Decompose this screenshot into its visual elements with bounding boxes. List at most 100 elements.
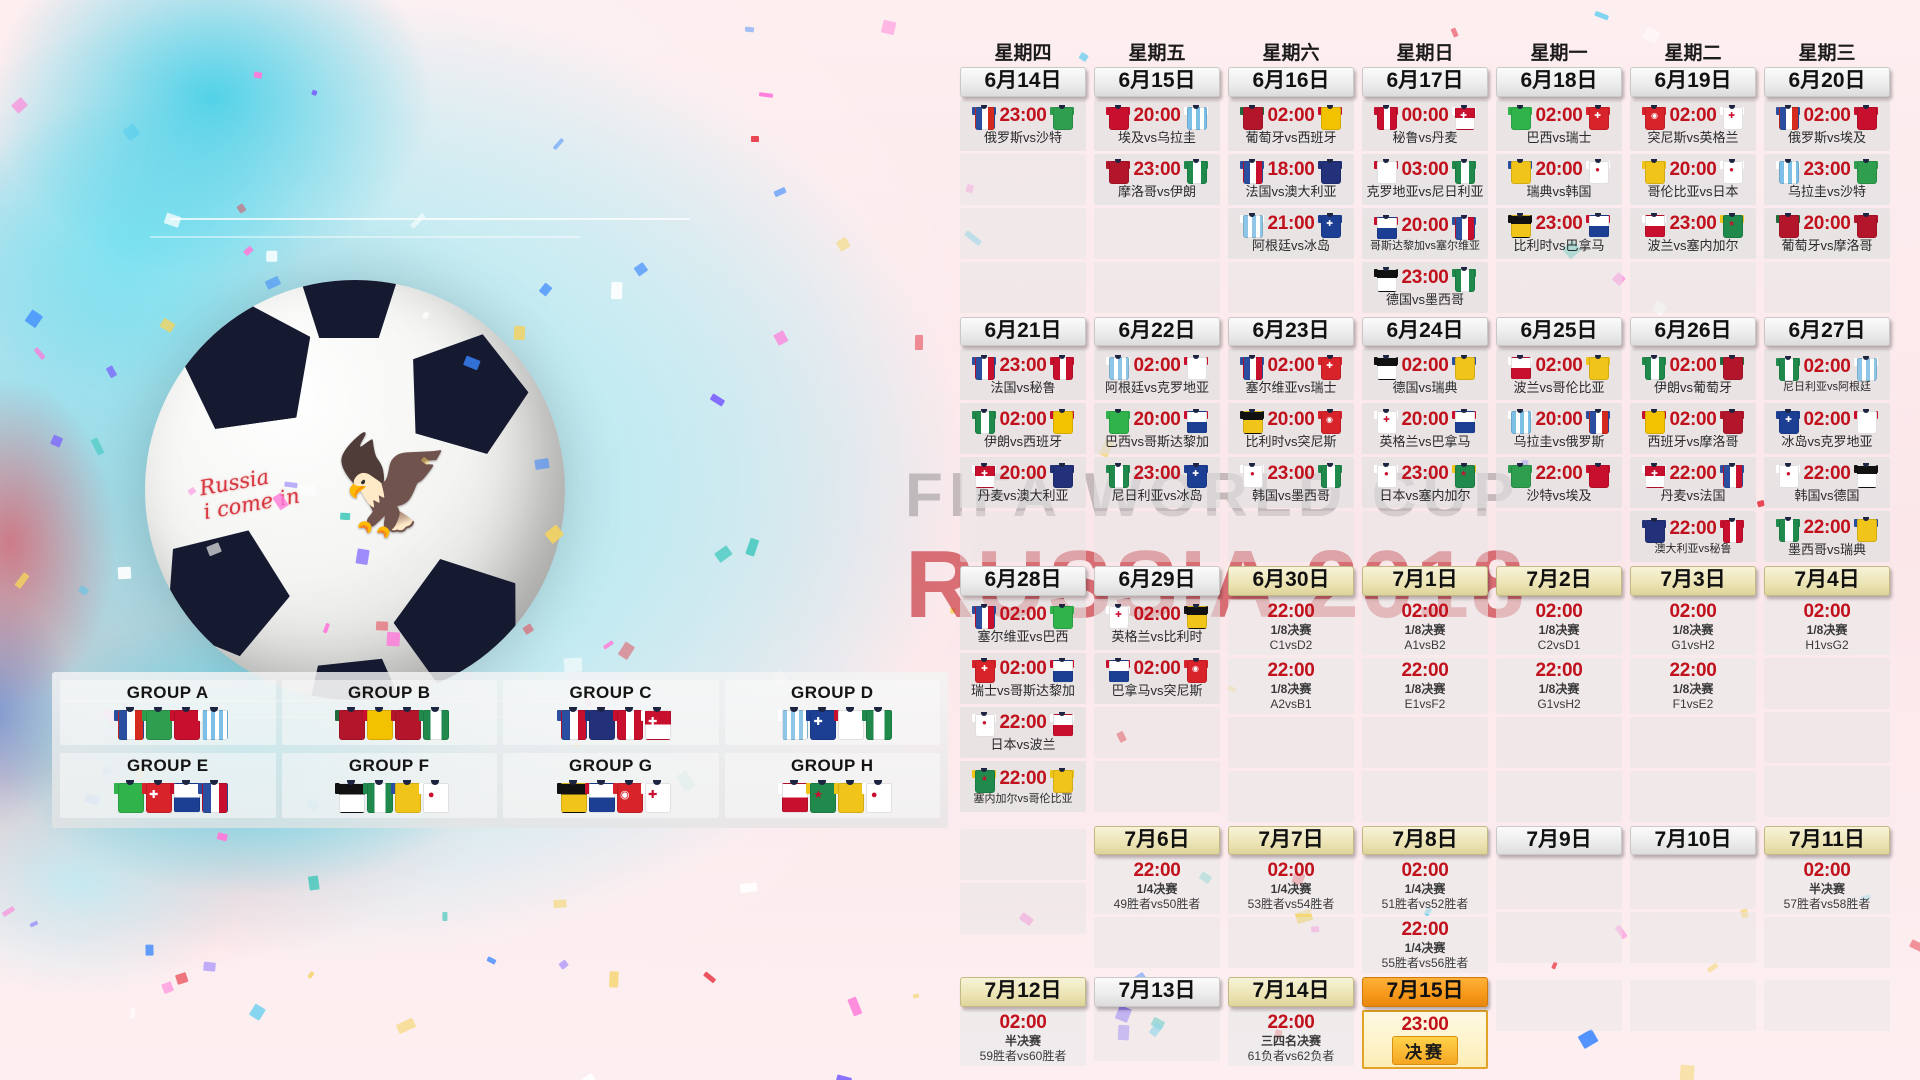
match-cell[interactable]: 21:00 ✚ 阿根廷vs冰岛 — [1228, 207, 1354, 259]
date-chip[interactable]: 7月15日 — [1362, 977, 1488, 1007]
group-box-group-c[interactable]: GROUP C ✚ — [503, 680, 719, 745]
date-chip[interactable]: 6月26日 — [1630, 316, 1756, 347]
date-chip[interactable]: 6月24日 — [1362, 316, 1488, 347]
group-box-group-d[interactable]: GROUP D ✚ — [724, 680, 940, 745]
knockout-match-cell[interactable]: 22:00 1/8决赛 C1vsD2 — [1228, 598, 1354, 655]
date-chip[interactable]: 7月9日 — [1496, 825, 1622, 856]
match-cell[interactable]: ★ 22:00 塞内加尔vs哥伦比亚 — [960, 760, 1086, 812]
date-chip[interactable]: 6月30日 — [1228, 566, 1354, 596]
match-cell[interactable]: 20:00 ● 瑞典vs韩国 — [1496, 153, 1622, 205]
date-chip[interactable]: 6月17日 — [1362, 67, 1488, 97]
knockout-match-cell[interactable]: 02:00 1/4决赛 51胜者vs52胜者 — [1362, 858, 1488, 915]
knockout-match-cell[interactable]: 22:00 1/8决赛 A2vsB1 — [1228, 657, 1354, 714]
group-box-group-h[interactable]: GROUP H ★ ● — [724, 753, 940, 818]
match-cell[interactable]: ● 22:00 韩国vs德国 — [1764, 457, 1890, 509]
knockout-match-cell[interactable]: 22:00 三四名决赛 61负者vs62负者 — [1228, 1009, 1354, 1066]
date-chip[interactable]: 7月10日 — [1630, 825, 1756, 856]
match-cell[interactable]: 20:00 埃及vs乌拉圭 — [1094, 99, 1220, 151]
group-box-group-b[interactable]: GROUP B — [281, 680, 497, 745]
date-chip[interactable]: 7月14日 — [1228, 977, 1354, 1007]
date-chip[interactable]: 7月7日 — [1228, 825, 1354, 856]
date-chip[interactable]: 6月23日 — [1228, 316, 1354, 347]
match-cell[interactable]: 02:00 ◉ 巴拿马vs突尼斯 — [1094, 652, 1220, 704]
knockout-match-cell[interactable]: 02:00 1/4决赛 53胜者vs54胜者 — [1228, 858, 1354, 915]
match-cell[interactable]: 23:00 摩洛哥vs伊朗 — [1094, 153, 1220, 205]
knockout-match-cell[interactable]: 22:00 1/4决赛 49胜者vs50胜者 — [1094, 858, 1220, 915]
match-cell[interactable]: ● 23:00 ★ 日本vs塞内加尔 — [1362, 457, 1488, 509]
date-chip[interactable]: 7月6日 — [1094, 825, 1220, 856]
knockout-match-cell[interactable]: 02:00 1/8决赛 G1vsH2 — [1630, 598, 1756, 655]
match-cell[interactable]: 02:00 葡萄牙vs西班牙 — [1228, 99, 1354, 151]
date-chip[interactable]: 6月27日 — [1764, 316, 1890, 347]
match-cell[interactable]: 02:00 阿根廷vs克罗地亚 — [1094, 349, 1220, 401]
date-chip[interactable]: 7月3日 — [1630, 566, 1756, 596]
match-cell[interactable]: 23:00 俄罗斯vs沙特 — [960, 99, 1086, 151]
match-cell[interactable]: 02:00 波兰vs哥伦比亚 — [1496, 349, 1622, 401]
match-cell[interactable]: ● 22:00 日本vs波兰 — [960, 706, 1086, 758]
match-cell[interactable]: 20:00 ◉ 比利时vs突尼斯 — [1228, 403, 1354, 455]
date-chip[interactable]: 6月25日 — [1496, 316, 1622, 347]
match-cell[interactable]: ✚ 02:00 冰岛vs克罗地亚 — [1764, 403, 1890, 455]
date-chip[interactable]: 6月20日 — [1764, 67, 1890, 97]
match-cell[interactable]: 22:00 沙特vs埃及 — [1496, 457, 1622, 509]
match-cell[interactable]: 22:00 澳大利亚vs秘鲁 — [1630, 511, 1756, 563]
date-chip[interactable]: 7月2日 — [1496, 566, 1622, 596]
date-chip[interactable]: 6月29日 — [1094, 566, 1220, 596]
match-cell[interactable]: 00:00 ✚ 秘鲁vs丹麦 — [1362, 99, 1488, 151]
match-cell[interactable]: 18:00 法国vs澳大利亚 — [1228, 153, 1354, 205]
date-chip[interactable]: 6月21日 — [960, 316, 1086, 347]
match-cell[interactable]: 20:00 巴西vs哥斯达黎加 — [1094, 403, 1220, 455]
knockout-match-cell[interactable]: 02:00 1/8决赛 C2vsD1 — [1496, 598, 1622, 655]
match-cell[interactable]: 20:00 ● 哥伦比亚vs日本 — [1630, 153, 1756, 205]
match-cell[interactable]: 23:00 乌拉圭vs沙特 — [1764, 153, 1890, 205]
date-chip[interactable]: 6月22日 — [1094, 316, 1220, 347]
match-cell[interactable]: ◉ 02:00 ✚ 突尼斯vs英格兰 — [1630, 99, 1756, 151]
match-cell[interactable]: 20:00 哥斯达黎加vs塞尔维亚 — [1362, 207, 1488, 259]
knockout-match-cell[interactable]: 02:00 半决赛 59胜者vs60胜者 — [960, 1009, 1086, 1066]
match-cell[interactable]: 20:00 葡萄牙vs摩洛哥 — [1764, 207, 1890, 259]
match-cell[interactable]: 23:00 比利时vs巴拿马 — [1496, 207, 1622, 259]
knockout-match-cell[interactable]: 02:00 1/8决赛 H1vsG2 — [1764, 598, 1890, 655]
knockout-match-cell[interactable]: 22:00 1/8决赛 E1vsF2 — [1362, 657, 1488, 714]
match-cell[interactable]: 22:00 墨西哥vs瑞典 — [1764, 511, 1890, 563]
match-cell[interactable]: 02:00 俄罗斯vs埃及 — [1764, 99, 1890, 151]
date-chip[interactable]: 7月12日 — [960, 977, 1086, 1007]
date-chip[interactable]: 7月1日 — [1362, 566, 1488, 596]
date-chip[interactable]: 6月19日 — [1630, 67, 1756, 97]
group-box-group-g[interactable]: GROUP G ◉ ✚ — [503, 753, 719, 818]
match-cell[interactable]: 23:00 ✚ 尼日利亚vs冰岛 — [1094, 457, 1220, 509]
match-cell[interactable]: ✚ 20:00 丹麦vs澳大利亚 — [960, 457, 1086, 509]
match-cell[interactable]: 02:00 ✚ 塞尔维亚vs瑞士 — [1228, 349, 1354, 401]
knockout-match-cell[interactable]: 02:00 半决赛 57胜者vs58胜者 — [1764, 858, 1890, 915]
knockout-match-cell[interactable]: 22:00 1/4决赛 55胜者vs56胜者 — [1362, 917, 1488, 974]
date-chip[interactable]: 6月15日 — [1094, 67, 1220, 97]
match-cell[interactable]: ● 23:00 韩国vs墨西哥 — [1228, 457, 1354, 509]
match-cell[interactable]: 03:00 克罗地亚vs尼日利亚 — [1362, 153, 1488, 205]
match-cell[interactable]: 02:00 德国vs瑞典 — [1362, 349, 1488, 401]
match-cell[interactable]: ✚ 22:00 丹麦vs法国 — [1630, 457, 1756, 509]
date-chip[interactable]: 6月18日 — [1496, 67, 1622, 97]
match-cell[interactable]: 23:00 德国vs墨西哥 — [1362, 261, 1488, 313]
match-cell[interactable]: ✚ 20:00 英格兰vs巴拿马 — [1362, 403, 1488, 455]
match-cell[interactable]: 20:00 乌拉圭vs俄罗斯 — [1496, 403, 1622, 455]
date-chip[interactable]: 7月8日 — [1362, 825, 1488, 856]
knockout-match-cell[interactable]: 22:00 1/8决赛 G1vsH2 — [1496, 657, 1622, 714]
match-cell[interactable]: ✚ 02:00 英格兰vs比利时 — [1094, 598, 1220, 650]
group-box-group-f[interactable]: GROUP F ● — [281, 753, 497, 818]
date-chip[interactable]: 7月13日 — [1094, 977, 1220, 1007]
match-cell[interactable]: ✚ 02:00 瑞士vs哥斯达黎加 — [960, 652, 1086, 704]
knockout-match-cell[interactable]: 22:00 1/8决赛 F1vsE2 — [1630, 657, 1756, 714]
match-cell[interactable]: 02:00 伊朗vs葡萄牙 — [1630, 349, 1756, 401]
date-chip[interactable]: 7月11日 — [1764, 825, 1890, 856]
match-cell[interactable]: 02:00 西班牙vs摩洛哥 — [1630, 403, 1756, 455]
final-match-cell[interactable]: 23:00 决赛 — [1362, 1009, 1488, 1069]
date-chip[interactable]: 6月28日 — [960, 566, 1086, 596]
date-chip[interactable]: 6月14日 — [960, 67, 1086, 97]
knockout-match-cell[interactable]: 02:00 1/8决赛 A1vsB2 — [1362, 598, 1488, 655]
match-cell[interactable]: 23:00 法国vs秘鲁 — [960, 349, 1086, 401]
match-cell[interactable]: 02:00 塞尔维亚vs巴西 — [960, 598, 1086, 650]
match-cell[interactable]: 02:00 伊朗vs西班牙 — [960, 403, 1086, 455]
date-chip[interactable]: 6月16日 — [1228, 67, 1354, 97]
group-box-group-a[interactable]: GROUP A — [60, 680, 276, 745]
date-chip[interactable]: 7月4日 — [1764, 566, 1890, 596]
